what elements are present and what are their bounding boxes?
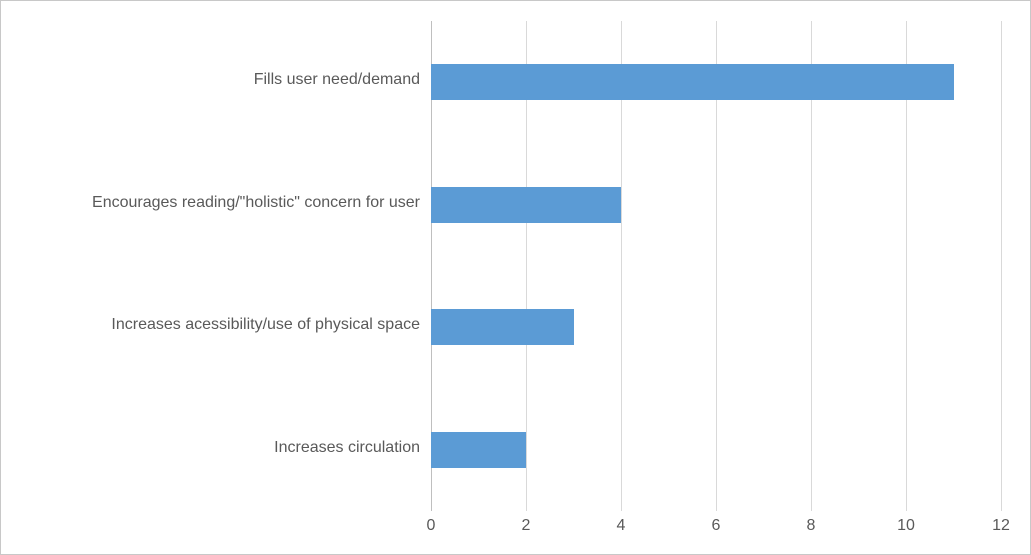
x-tick-label: 12 (992, 517, 1010, 535)
bar (431, 187, 621, 223)
bar (431, 64, 954, 100)
y-tick-label: Encourages reading/"holistic" concern fo… (20, 194, 420, 212)
plot-area (431, 21, 1001, 511)
bar (431, 309, 574, 345)
chart-frame: Fills user need/demand Encourages reading… (0, 0, 1031, 555)
x-tick-label: 6 (712, 517, 721, 535)
x-tick-label: 8 (807, 517, 816, 535)
y-tick-label: Increases circulation (20, 439, 420, 457)
x-tick-label: 10 (897, 517, 915, 535)
y-tick-label: Increases acessibility/use of physical s… (20, 316, 420, 334)
gridline (1001, 21, 1002, 511)
x-tick-label: 4 (617, 517, 626, 535)
y-tick-label: Fills user need/demand (20, 71, 420, 89)
x-tick-label: 2 (522, 517, 531, 535)
x-tick-label: 0 (427, 517, 436, 535)
bar (431, 432, 526, 468)
